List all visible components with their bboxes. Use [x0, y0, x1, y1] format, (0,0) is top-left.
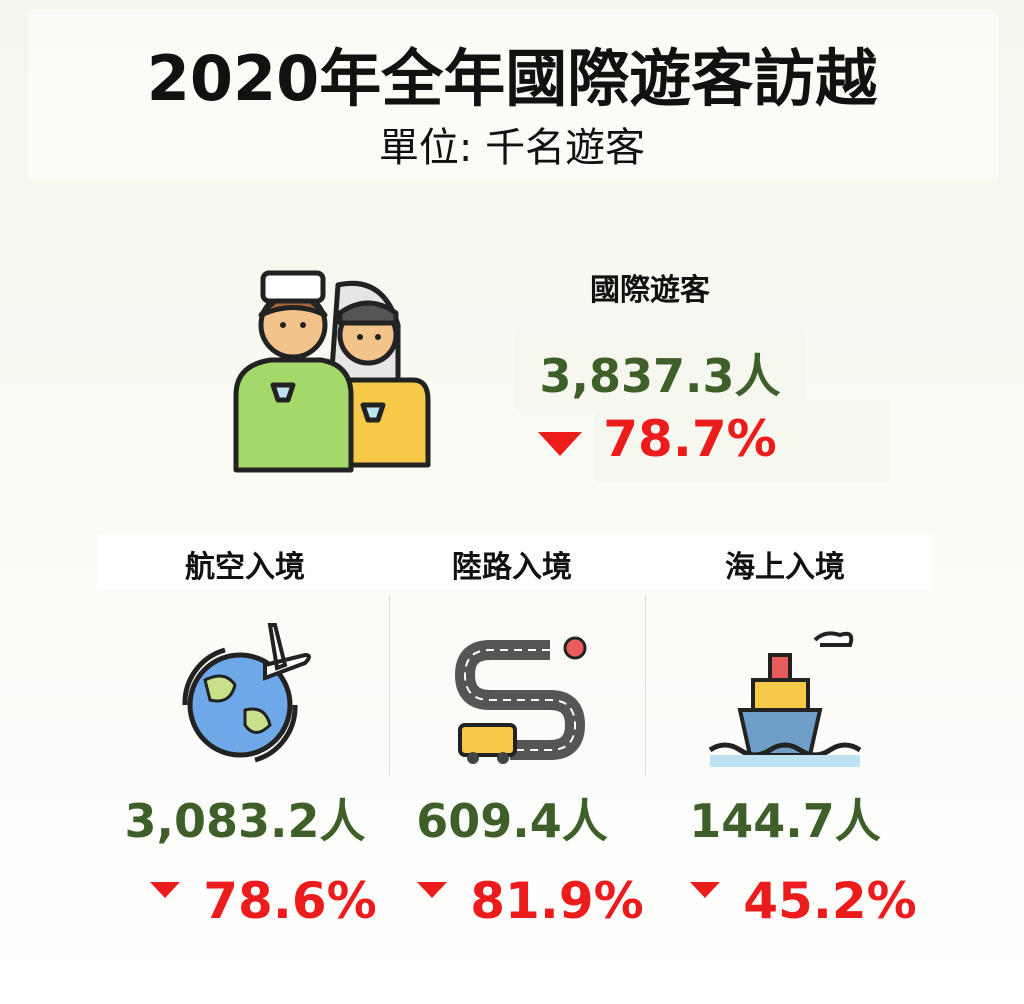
total-change: 78.7% — [603, 410, 777, 468]
air-icon — [182, 623, 311, 763]
value-panel — [515, 330, 805, 410]
travellers-icon — [233, 270, 431, 473]
ship-icon — [708, 631, 862, 767]
segment-label: 航空入境 — [185, 550, 305, 585]
down-arrow — [417, 882, 447, 898]
down-arrow — [150, 882, 180, 898]
segment-value: 3,083.2人 — [124, 794, 366, 848]
arrow-shape — [690, 882, 720, 898]
segment-label: 陸路入境 — [452, 550, 572, 585]
down-arrow — [538, 432, 582, 456]
segment-change: 81.9% — [470, 872, 644, 930]
total-value: 3,837.3人 — [539, 349, 781, 403]
road-icon — [455, 636, 587, 764]
segment-value: 144.7人 — [689, 794, 881, 848]
divider — [645, 595, 646, 775]
segment-change: 78.6% — [203, 872, 377, 930]
arrow-shape — [417, 882, 447, 898]
change-panel — [595, 400, 890, 482]
arrow-shape — [150, 882, 180, 898]
subtitle: 單位: 千名遊客 — [378, 125, 646, 171]
title: 2020年全年國際遊客訪越 — [146, 42, 878, 115]
total-label: 國際遊客 — [590, 273, 710, 308]
segment-label-band — [97, 535, 932, 590]
segment-label: 海上入境 — [725, 550, 845, 585]
segment-change: 45.2% — [743, 872, 917, 930]
segment-value: 609.4人 — [416, 794, 608, 848]
header-panel — [28, 10, 998, 180]
divider — [389, 595, 390, 775]
down-arrow — [690, 882, 720, 898]
